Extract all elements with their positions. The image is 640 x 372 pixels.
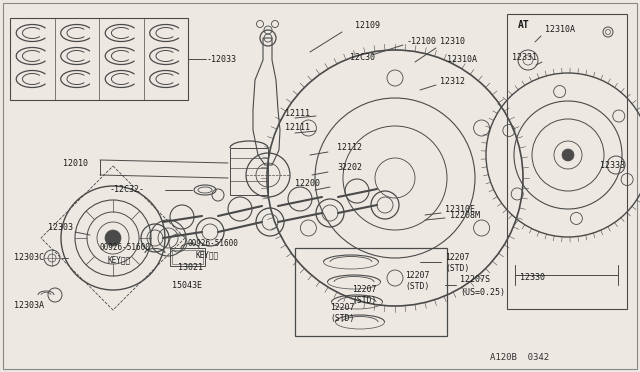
Text: (STD): (STD) (445, 263, 469, 273)
Text: 12303C: 12303C (14, 253, 44, 263)
Text: 12310A: 12310A (447, 55, 477, 64)
Bar (170, 248, 205, 266)
Text: -12100: -12100 (407, 38, 437, 46)
Text: (STD): (STD) (330, 314, 355, 324)
Text: 12310A: 12310A (545, 26, 575, 35)
Text: 12208M: 12208M (450, 211, 480, 219)
Text: 00926-51600: 00926-51600 (188, 238, 239, 247)
Text: 12112: 12112 (337, 144, 362, 153)
Text: AT: AT (518, 20, 530, 30)
Text: KEY（）: KEY（） (108, 256, 131, 264)
Text: 12333: 12333 (600, 160, 625, 170)
Circle shape (562, 149, 574, 161)
Text: (STD): (STD) (405, 282, 429, 291)
Text: 12330: 12330 (520, 273, 545, 282)
Text: 12207S: 12207S (460, 276, 490, 285)
Text: 13021: 13021 (178, 263, 203, 273)
Text: -12C32-: -12C32- (110, 186, 145, 195)
Text: 12207: 12207 (352, 285, 376, 295)
Bar (172, 250, 203, 264)
Text: 12200: 12200 (295, 180, 320, 189)
Bar (507, 14, 627, 309)
Text: (STD): (STD) (352, 296, 376, 305)
Text: 12207: 12207 (405, 270, 429, 279)
Text: 00926-51600: 00926-51600 (100, 244, 151, 253)
Text: 12310: 12310 (440, 38, 465, 46)
Text: 12303A: 12303A (14, 301, 44, 310)
Text: 12331: 12331 (512, 54, 537, 62)
Text: 12111: 12111 (285, 109, 310, 118)
Text: 12207: 12207 (445, 253, 469, 262)
Text: 12C30: 12C30 (350, 54, 375, 62)
Text: 12303: 12303 (48, 224, 73, 232)
Bar (10, 18, 188, 100)
Text: KEY（）: KEY（） (196, 250, 219, 260)
Text: 12111: 12111 (285, 124, 310, 132)
Text: 12010: 12010 (63, 158, 88, 167)
Text: 15043E: 15043E (172, 280, 202, 289)
Text: 12312: 12312 (440, 77, 465, 87)
Text: 12207: 12207 (330, 304, 355, 312)
Bar (230, 148, 268, 195)
Circle shape (105, 230, 121, 246)
Text: 32202: 32202 (337, 164, 362, 173)
Text: 12310E: 12310E (445, 205, 475, 215)
Bar (295, 248, 447, 336)
Text: -12033: -12033 (207, 55, 237, 64)
Text: (US=0.25): (US=0.25) (460, 288, 505, 296)
Text: 12109: 12109 (355, 22, 380, 31)
Text: A120B  0342: A120B 0342 (490, 353, 549, 362)
